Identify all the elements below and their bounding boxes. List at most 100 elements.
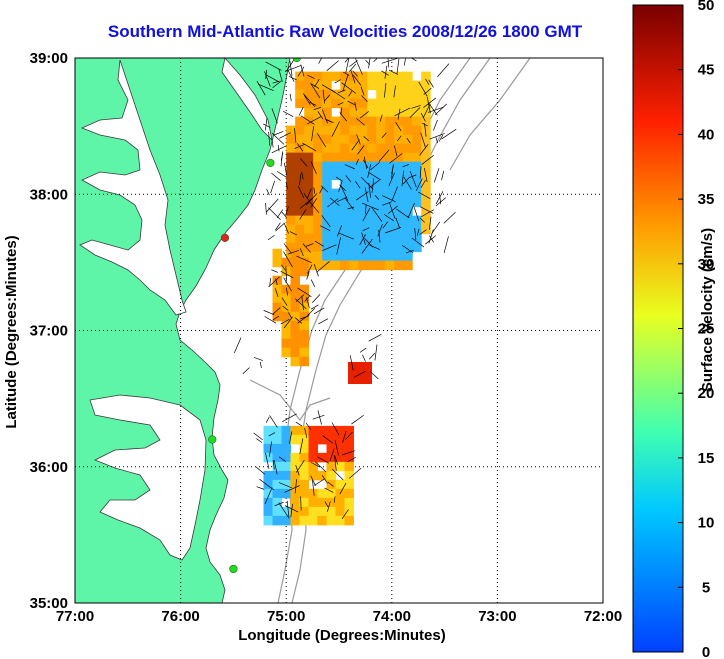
velocity-cell xyxy=(340,98,350,109)
velocity-cell xyxy=(286,134,296,145)
velocity-cell xyxy=(367,188,377,199)
velocity-cell xyxy=(335,506,346,517)
velocity-cell xyxy=(412,152,422,163)
velocity-vector xyxy=(351,139,360,151)
velocity-vector xyxy=(368,58,371,69)
x-tick-label: 75:00 xyxy=(267,608,305,625)
velocity-cell xyxy=(385,242,395,253)
velocity-cell xyxy=(367,71,377,82)
velocity-cell xyxy=(313,242,323,253)
velocity-cell xyxy=(286,197,296,208)
velocity-vector xyxy=(348,467,362,479)
velocity-cell xyxy=(376,116,386,127)
velocity-vector xyxy=(347,206,355,210)
velocity-cell xyxy=(335,434,346,445)
velocity-vector xyxy=(322,109,328,124)
velocity-cell xyxy=(295,188,305,199)
velocity-vector xyxy=(307,264,313,274)
velocity-cell xyxy=(295,98,305,109)
velocity-cell xyxy=(317,434,328,445)
velocity-vector xyxy=(307,74,315,79)
velocity-cell xyxy=(331,215,341,226)
velocity-cell xyxy=(304,98,314,109)
velocity-vector xyxy=(341,509,349,520)
velocity-cell xyxy=(295,179,305,190)
velocity-cell xyxy=(403,215,413,226)
velocity-cell xyxy=(331,170,341,181)
velocity-cell xyxy=(299,293,310,304)
velocity-vector xyxy=(271,138,274,148)
velocity-cell xyxy=(313,107,323,118)
velocity-cell xyxy=(335,497,346,508)
velocity-vector xyxy=(306,271,310,280)
velocity-vector xyxy=(420,180,426,189)
velocity-vector xyxy=(299,438,304,454)
velocity-vector xyxy=(276,209,284,219)
velocity-cell xyxy=(421,206,431,217)
velocity-vector xyxy=(265,74,281,83)
velocity-vector xyxy=(314,478,325,486)
velocity-vector xyxy=(314,461,327,473)
velocity-cell xyxy=(326,488,337,499)
velocity-vector xyxy=(317,111,324,120)
velocity-cell xyxy=(403,251,413,262)
velocity-vector xyxy=(361,95,368,103)
velocity-cell xyxy=(317,497,328,508)
velocity-cell xyxy=(272,275,283,286)
velocity-vector xyxy=(329,197,340,206)
velocity-vector xyxy=(265,452,270,470)
velocity-vector xyxy=(302,243,311,253)
velocity-vector xyxy=(352,70,358,77)
velocity-vector xyxy=(266,188,270,196)
velocity-cell xyxy=(326,470,337,481)
velocity-cell xyxy=(295,134,305,145)
velocity-cell xyxy=(385,206,395,217)
velocity-cell xyxy=(376,125,386,136)
velocity-vector xyxy=(255,466,265,475)
velocity-cell xyxy=(299,302,310,313)
velocity-vector xyxy=(264,316,277,324)
velocity-vector xyxy=(294,317,303,324)
velocity-vector xyxy=(310,279,316,287)
velocity-cell xyxy=(376,197,386,208)
velocity-cell xyxy=(358,260,368,271)
velocity-cell xyxy=(349,134,359,145)
velocity-vector xyxy=(428,79,434,88)
velocity-cell xyxy=(290,284,301,295)
velocity-cell xyxy=(272,470,283,481)
velocity-vector xyxy=(271,145,287,154)
y-tick-label: 38:00 xyxy=(30,186,68,203)
velocity-vector xyxy=(316,132,326,148)
velocity-cell xyxy=(412,161,422,172)
velocity-vector xyxy=(345,58,350,74)
velocity-vector xyxy=(302,93,316,108)
velocity-vector xyxy=(271,172,281,181)
colorbar xyxy=(632,4,684,653)
velocity-cell xyxy=(367,197,377,208)
velocity-cell xyxy=(295,80,305,91)
velocity-cell xyxy=(263,452,274,463)
velocity-vector xyxy=(426,97,431,114)
velocity-cell xyxy=(349,188,359,199)
velocity-vector xyxy=(335,176,343,182)
velocity-cell xyxy=(326,434,337,445)
velocity-vector xyxy=(441,170,445,181)
velocity-vector xyxy=(334,455,339,465)
velocity-vector xyxy=(349,355,354,371)
velocity-vector xyxy=(413,207,420,222)
velocity-vector xyxy=(407,202,415,218)
velocity-cell xyxy=(358,170,368,181)
velocity-cell xyxy=(340,260,350,271)
velocity-vector xyxy=(435,191,444,205)
velocity-cell xyxy=(348,362,372,384)
velocity-vector xyxy=(320,225,331,232)
velocity-cell xyxy=(385,152,395,163)
velocity-cell xyxy=(317,425,328,436)
velocity-cell xyxy=(304,80,314,91)
velocity-vector xyxy=(344,58,350,63)
velocity-vector xyxy=(300,64,305,77)
velocity-vector xyxy=(306,297,310,308)
velocity-vector xyxy=(405,249,414,254)
velocity-vector xyxy=(339,184,347,192)
velocity-cell xyxy=(299,506,310,517)
